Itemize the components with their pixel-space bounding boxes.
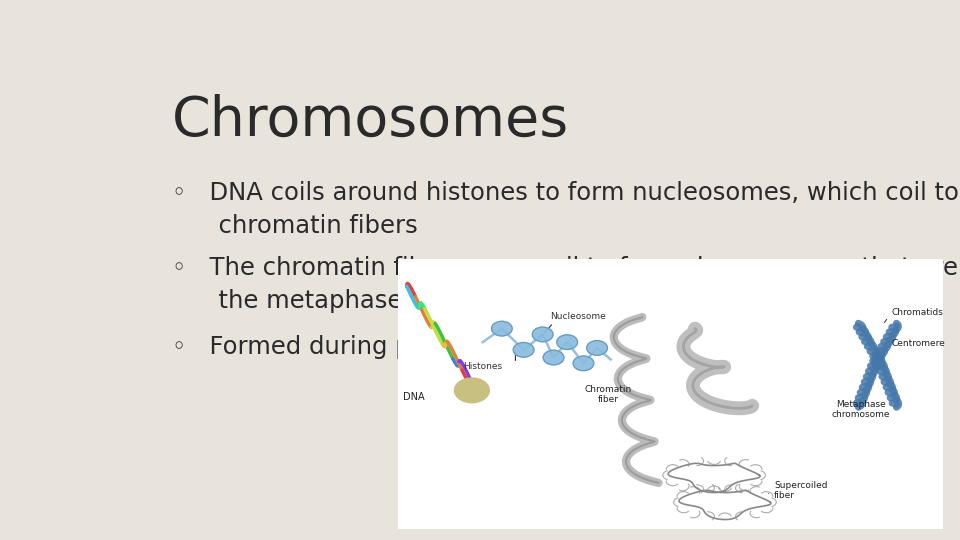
Text: Chromatin
fiber: Chromatin fiber	[585, 384, 632, 404]
Circle shape	[492, 321, 513, 336]
Text: ◦   Formed during prophase: ◦ Formed during prophase	[172, 335, 509, 359]
Circle shape	[532, 327, 553, 342]
Circle shape	[557, 335, 578, 349]
Text: Chromosomes: Chromosomes	[172, 94, 569, 148]
Circle shape	[543, 350, 564, 365]
Text: Chromatids: Chromatids	[891, 308, 943, 317]
Circle shape	[454, 378, 490, 403]
Text: Metaphase
chromosome: Metaphase chromosome	[831, 400, 890, 420]
Text: ◦   The chromatin fibers supercoil to form chromosomes that are visible in
     : ◦ The chromatin fibers supercoil to form…	[172, 256, 960, 313]
Text: ◦   DNA coils around histones to form nucleosomes, which coil to form
      chro: ◦ DNA coils around histones to form nucl…	[172, 181, 960, 238]
Circle shape	[587, 341, 608, 355]
Text: DNA: DNA	[403, 392, 424, 402]
Circle shape	[573, 356, 594, 370]
Text: Supercoiled
fiber: Supercoiled fiber	[774, 481, 828, 501]
Circle shape	[514, 342, 534, 357]
Text: Histones: Histones	[464, 362, 502, 371]
Text: Nucleosome: Nucleosome	[550, 312, 606, 321]
Text: Centromere: Centromere	[891, 339, 945, 348]
